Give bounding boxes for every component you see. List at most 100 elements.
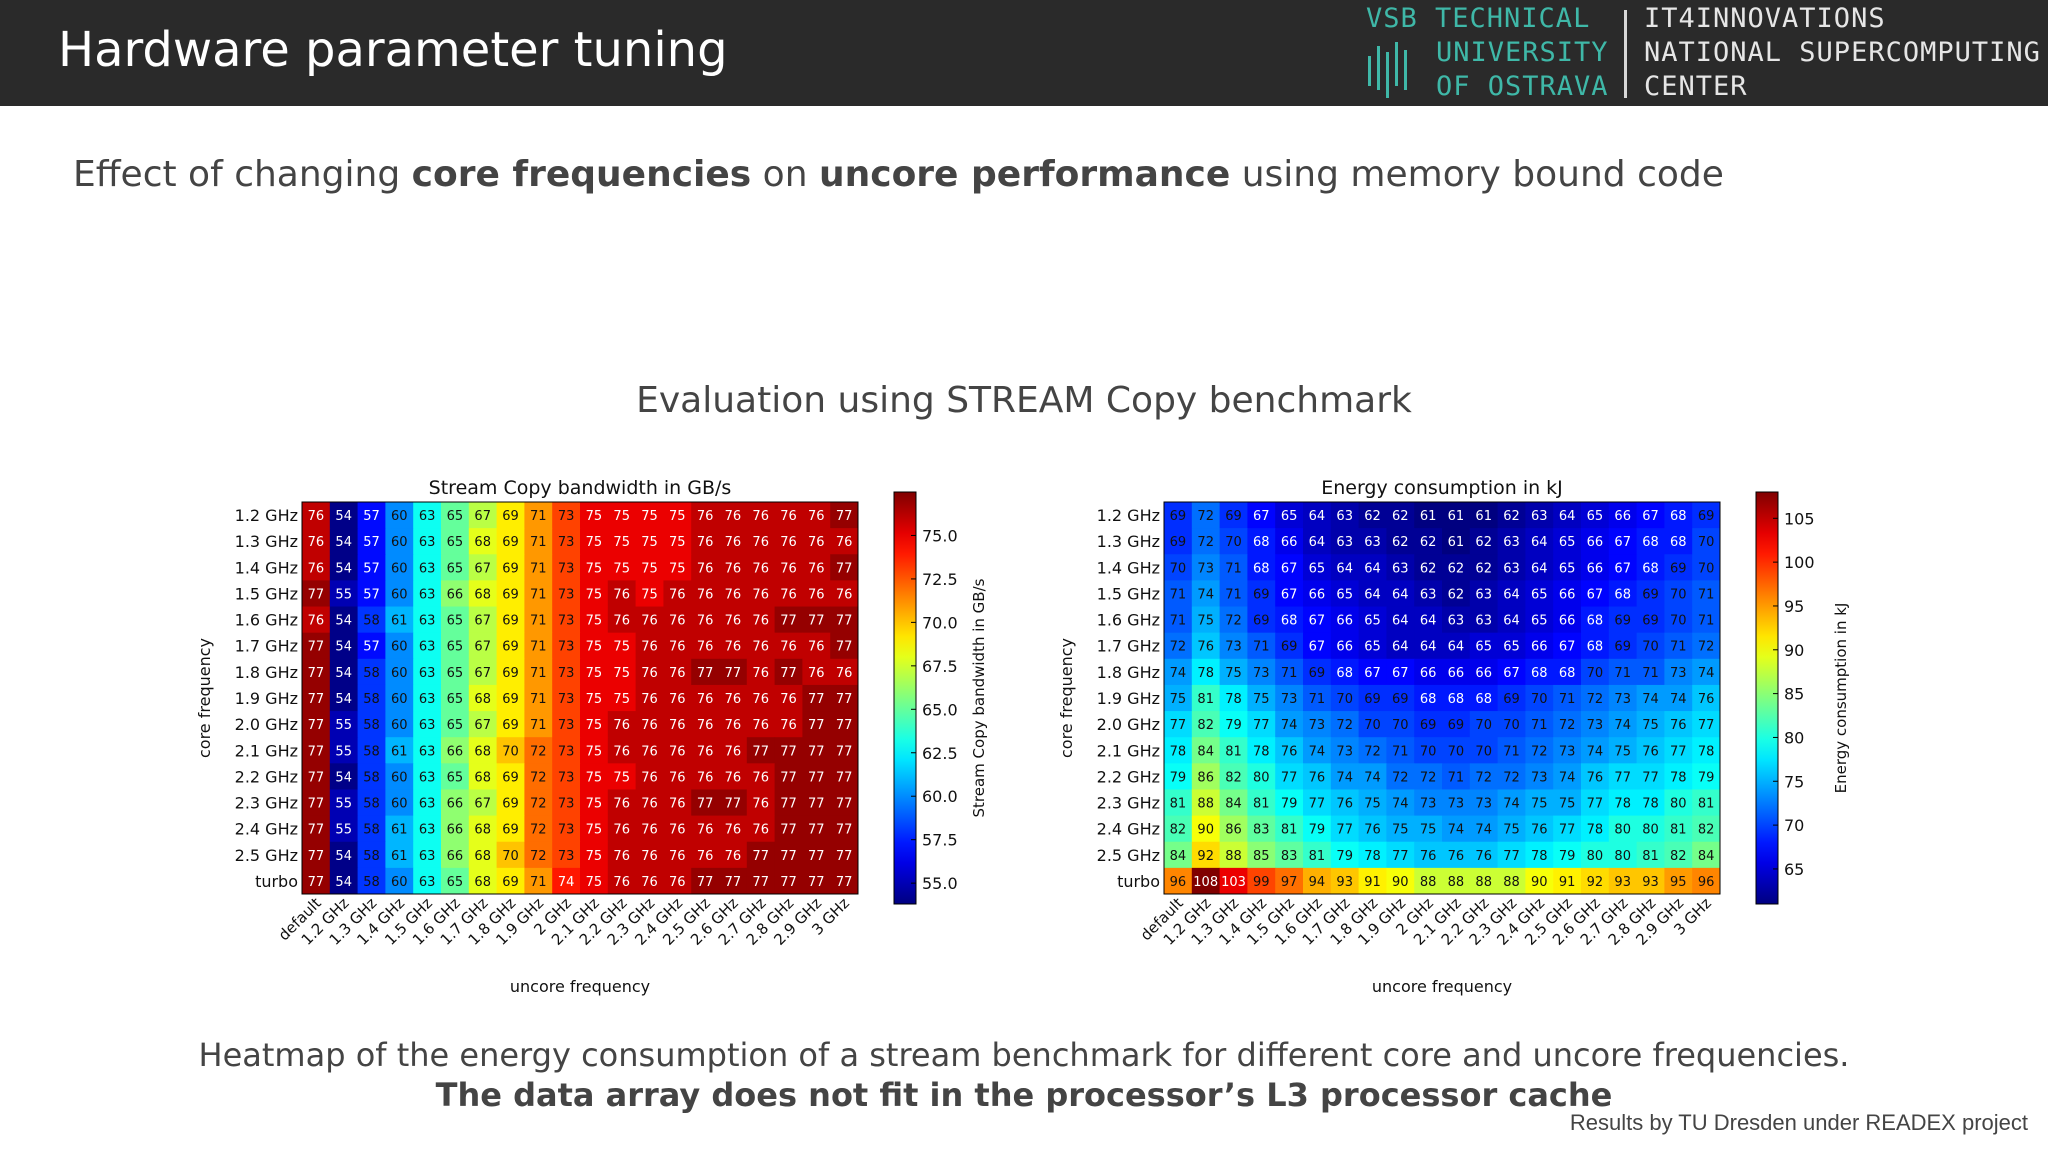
cell-value-label: 69 bbox=[1364, 692, 1381, 707]
cell-value-label: 70 bbox=[1448, 744, 1465, 759]
heatmap-cell bbox=[1303, 841, 1332, 869]
heatmap-cell bbox=[1581, 658, 1610, 686]
heatmap-cell bbox=[580, 763, 609, 790]
cell-value-label: 77 bbox=[308, 666, 325, 681]
cell-value-label: 97 bbox=[1281, 875, 1298, 890]
heatmap-cell bbox=[1191, 658, 1221, 686]
heatmap-cell bbox=[719, 815, 748, 843]
heatmap-cell bbox=[1664, 711, 1693, 738]
cell-value-label: 77 bbox=[308, 744, 325, 759]
cell-value-label: 76 bbox=[1475, 849, 1492, 864]
heatmap-cell bbox=[1386, 841, 1415, 869]
cell-value-label: 77 bbox=[308, 770, 325, 785]
heatmap-cell bbox=[1330, 554, 1360, 581]
cell-value-label: 58 bbox=[363, 875, 380, 890]
heatmap-cell bbox=[802, 763, 831, 790]
y-axis-label: core frequency bbox=[1057, 638, 1076, 758]
heatmap-cell bbox=[719, 502, 748, 529]
cell-value-label: 76 bbox=[752, 718, 769, 733]
cell-value-label: 76 bbox=[752, 770, 769, 785]
heatmap-cell bbox=[302, 867, 331, 895]
heatmap-cell bbox=[607, 554, 637, 581]
heatmap-cell bbox=[774, 502, 803, 529]
heatmap-cell bbox=[302, 815, 331, 843]
heatmap-cell bbox=[1553, 737, 1582, 764]
heatmap-cell bbox=[1469, 658, 1499, 686]
heatmap-cell bbox=[468, 841, 498, 869]
cell-value-label: 76 bbox=[697, 823, 714, 838]
cell-value-label: 63 bbox=[1475, 614, 1492, 629]
colorbar bbox=[893, 491, 917, 905]
cell-value-label: 54 bbox=[335, 561, 352, 576]
heatmap-cell bbox=[302, 528, 331, 555]
heatmap-cell bbox=[1692, 554, 1721, 581]
heatmap-cell bbox=[1636, 684, 1665, 712]
cell-value-label: 74 bbox=[1642, 692, 1659, 707]
cell-value-label: 77 bbox=[752, 849, 769, 864]
heatmap-cell bbox=[1469, 867, 1499, 895]
heatmap-cell bbox=[1330, 502, 1360, 529]
cell-value-label: 76 bbox=[1448, 849, 1465, 864]
cell-value-label: 64 bbox=[1448, 640, 1465, 655]
heatmap-cell bbox=[524, 789, 553, 817]
heatmap-cell bbox=[385, 502, 414, 529]
heatmap-cell bbox=[635, 867, 664, 895]
cell-value-label: 76 bbox=[641, 770, 658, 785]
cell-value-label: 84 bbox=[1197, 744, 1214, 759]
heatmap-cell bbox=[1358, 684, 1387, 712]
heatmap-cell bbox=[496, 867, 525, 895]
heatmap-cell bbox=[524, 502, 553, 529]
cell-value-label: 73 bbox=[1309, 718, 1326, 733]
heatmap-cell bbox=[329, 841, 359, 869]
heatmap-cell bbox=[691, 789, 720, 817]
heatmap-cell bbox=[1608, 763, 1638, 790]
cell-value-label: 74 bbox=[1170, 666, 1187, 681]
heatmap-cell bbox=[1275, 554, 1304, 581]
heatmap-cell bbox=[1581, 815, 1610, 843]
cell-value-label: 73 bbox=[1448, 797, 1465, 812]
cell-value-label: 76 bbox=[641, 666, 658, 681]
heatmap-cell bbox=[1164, 580, 1193, 608]
heatmap-cell bbox=[1525, 815, 1554, 843]
cell-value-label: 65 bbox=[1559, 535, 1576, 550]
cell-value-label: 77 bbox=[308, 718, 325, 733]
heatmap-cell bbox=[1442, 684, 1471, 712]
cell-value-label: 76 bbox=[725, 640, 742, 655]
cell-value-label: 71 bbox=[1170, 614, 1187, 629]
heatmap-cell bbox=[1664, 841, 1693, 869]
heatmap-cell bbox=[329, 867, 359, 895]
heatmap-cell bbox=[1164, 841, 1193, 869]
cell-value-label: 58 bbox=[363, 692, 380, 707]
y-tick-label: 2.2 GHz bbox=[1097, 767, 1160, 786]
cell-value-label: 64 bbox=[1503, 587, 1520, 602]
heatmap-cell bbox=[1497, 580, 1526, 608]
y-tick-label: 2.5 GHz bbox=[1097, 846, 1160, 865]
heatmap-cell bbox=[552, 502, 581, 529]
cell-value-label: 76 bbox=[1670, 718, 1687, 733]
cell-value-label: 68 bbox=[1642, 561, 1659, 576]
cell-value-label: 69 bbox=[502, 666, 519, 681]
heatmap-cell bbox=[1636, 632, 1665, 660]
cell-value-label: 69 bbox=[502, 692, 519, 707]
cell-value-label: 67 bbox=[474, 666, 491, 681]
cell-value-label: 60 bbox=[391, 875, 408, 890]
heatmap-cell bbox=[1664, 684, 1693, 712]
heatmap-cell bbox=[663, 528, 692, 555]
cell-value-label: 77 bbox=[836, 797, 853, 812]
cell-value-label: 72 bbox=[1475, 770, 1492, 785]
heatmap-cell bbox=[1442, 554, 1471, 581]
heatmap-charts: Stream Copy bandwidth in GB/s 76 54 57 60 63 6… bbox=[195, 477, 1850, 996]
heatmap-cell bbox=[1692, 632, 1721, 660]
heatmap-cell bbox=[441, 737, 470, 764]
heatmap-cell bbox=[1247, 580, 1276, 608]
heatmap-cell bbox=[1219, 658, 1248, 686]
cell-value-label: 58 bbox=[363, 718, 380, 733]
cell-value-label: 75 bbox=[641, 561, 658, 576]
cell-value-label: 83 bbox=[1281, 849, 1298, 864]
heatmap-cell bbox=[441, 528, 470, 555]
heatmap-cell bbox=[1358, 658, 1387, 686]
heatmap-cell bbox=[1386, 632, 1415, 660]
cell-value-label: 76 bbox=[1197, 640, 1214, 655]
cell-value-label: 71 bbox=[1225, 561, 1242, 576]
colorbar-tick-label: 55.0 bbox=[922, 874, 958, 893]
